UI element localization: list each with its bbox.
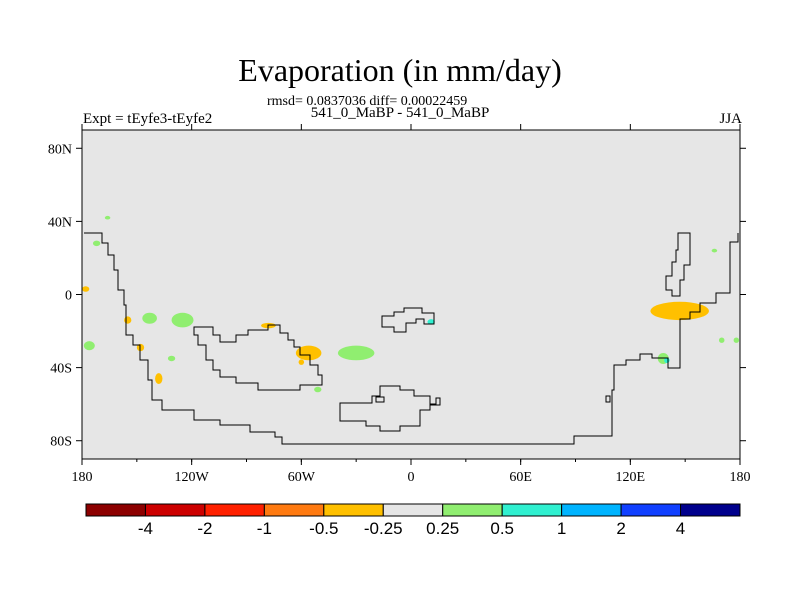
colorbar-bin-0 [85,503,146,517]
anomaly-patch-15 [718,337,725,343]
case-label: 541_0_MaBP - 541_0_MaBP [310,105,490,121]
colorbar-bin-5 [382,503,444,517]
y-tick-label-4: 80S [50,435,72,450]
colorbar-label-2: -1 [257,519,272,538]
x-tick-label-6: 180 [730,470,751,485]
anomaly-patch-2 [82,286,90,292]
colorbar-bin-9 [620,503,682,517]
colorbar-bin-8 [561,503,622,517]
anomaly-patch-10 [337,345,375,361]
anomaly-patch-11 [83,341,95,351]
y-tick-label-0: 80N [48,142,72,157]
anomaly-patch-6 [124,316,132,324]
colorbar-label-3: -0.5 [309,519,338,538]
anomaly-field [82,215,740,393]
colorbar-label-6: 0.5 [490,519,514,538]
x-tick-label-5: 120E [616,470,646,485]
colorbar-label-8: 2 [616,519,625,538]
season-label: JJA [719,111,742,127]
colorbar: -4 -2 -1 -0.5 -0.25 0.25 0.5 1 2 4 [85,503,741,538]
experiment-label: Expt = tEyfe3-tEyfe2 [83,111,213,127]
coastline-small-island-east [605,395,611,403]
plot-title: Evaporation (in mm/day) [238,52,562,88]
anomaly-patch-8 [171,312,194,328]
anomaly-patch-19 [711,248,718,253]
anomaly-patch-14 [314,386,322,393]
coastline-small-island [375,396,385,403]
x-tick-label-4: 60E [509,470,532,485]
colorbar-label-4: -0.25 [364,519,403,538]
colorbar-label-5: 0.25 [426,519,459,538]
y-tick-label-2: 0 [65,289,72,304]
anomaly-patch-20 [427,319,435,325]
map-area: 180 120W 60W 0 60E 120E 180 80N 40N 0 40S 80S [48,124,751,485]
coastlines [84,232,739,445]
anomaly-patch-16 [733,337,740,343]
anomaly-patch-9 [142,312,157,324]
colorbar-bin-7 [501,503,563,517]
colorbar-label-1: -2 [197,519,212,538]
anomaly-patch-18 [104,215,111,220]
x-tick-label-1: 120W [175,470,210,485]
coastline-landmass-center [381,307,435,333]
x-tick-label-3: 0 [408,470,415,485]
x-tick-label-2: 60W [288,470,316,485]
colorbar-bin-2 [204,503,265,517]
colorbar-label-0: -4 [138,519,153,538]
x-tick-label-0: 180 [72,470,93,485]
colorbar-label-9: 4 [676,519,685,538]
anomaly-patch-12 [92,240,101,247]
anomaly-patch-13 [167,355,176,362]
coastline-landmass-northeast [665,232,691,297]
colorbar-bin-1 [144,503,206,517]
y-tick-label-1: 40N [48,215,72,230]
colorbar-label-7: 1 [557,519,566,538]
plot-background [82,130,740,459]
coastline-continent-interior [193,324,323,391]
x-axis-ticks: 180 120W 60W 0 60E 120E 180 [72,124,751,485]
rmsd-diff-stats: rmsd= 0.0837036 diff= 0.00022459 [267,94,468,109]
colorbar-bin-6 [442,503,503,517]
anomaly-patch-0 [650,301,709,321]
colorbar-bin-10 [680,503,741,517]
y-axis-ticks: 80N 40N 0 40S 80S [48,142,746,450]
coastline-south-america [84,232,739,445]
colorbar-bin-4 [323,503,384,517]
y-tick-label-3: 40S [50,362,72,377]
anomaly-patch-3 [155,373,163,385]
anomaly-patch-1 [295,345,322,361]
colorbar-bin-3 [263,503,325,517]
anomaly-patch-7 [298,359,305,365]
coastline-southern-island [339,385,441,432]
